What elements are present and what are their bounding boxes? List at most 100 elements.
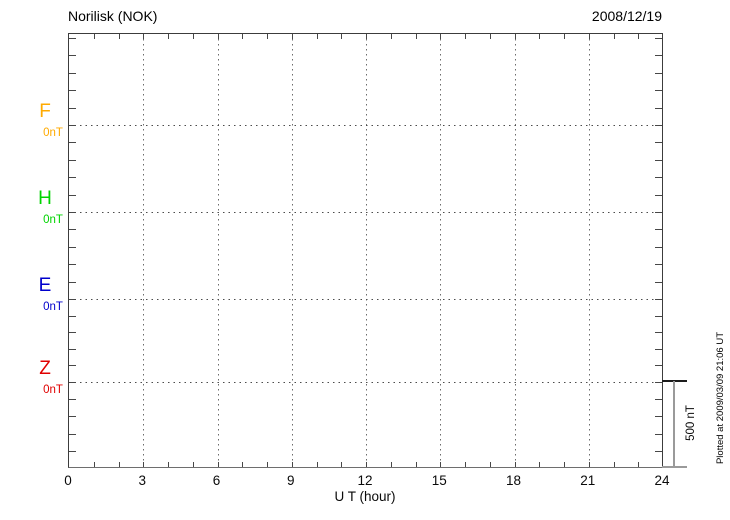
x-tick-label-0: 0 [64,473,72,488]
y-minor-tick-right [655,246,662,248]
scale-bar-line [673,381,675,467]
y-minor-tick-right [655,212,662,213]
baseline-Z [69,382,662,383]
channel-letter-Z: Z [39,358,51,379]
x-minor-tick-bottom [489,462,491,467]
y-minor-tick-right [655,194,662,196]
y-minor-tick-left [69,107,76,109]
y-minor-tick-right [655,90,662,92]
x-minor-tick-top [564,34,565,39]
y-minor-tick-right [655,281,662,283]
x-minor-tick-top [192,34,194,39]
x-minor-tick-top [613,34,615,39]
y-minor-tick-right [655,433,662,435]
x-minor-tick-top [539,34,541,39]
y-minor-tick-right [655,332,662,334]
y-minor-tick-left [69,194,76,196]
baseline-E [69,299,662,300]
x-tick-label-12: 12 [357,473,373,488]
y-minor-tick-left [69,246,76,248]
channel-letter-H: H [38,188,52,209]
y-minor-tick-left [69,332,76,334]
x-minor-tick-bottom [514,462,516,467]
y-minor-tick-left [69,177,76,179]
x-minor-tick-top [93,34,95,39]
y-minor-tick-left [69,399,76,401]
y-minor-tick-left [69,38,76,39]
x-minor-tick-bottom [143,462,145,467]
x-minor-tick-bottom [316,462,318,467]
y-minor-tick-right [655,107,662,109]
y-minor-tick-right [655,125,662,126]
x-minor-tick-bottom [564,462,565,467]
y-minor-tick-right [655,159,662,161]
date-label: 2008/12/19 [591,8,662,24]
y-minor-tick-right [655,365,662,367]
y-minor-tick-left [69,450,76,452]
page-title: Norilisk (NOK) [68,8,158,24]
plot-area [68,33,663,468]
x-minor-tick-bottom [366,462,367,467]
y-minor-tick-left [69,348,76,350]
x-minor-tick-top [415,34,417,39]
scale-bar-bottom-cap [662,466,687,468]
x-minor-tick-bottom [588,462,590,467]
x-minor-tick-bottom [242,462,244,467]
scale-bar-label: 500 nT [685,405,697,441]
y-minor-tick-right [655,38,662,39]
y-minor-tick-left [69,212,76,213]
y-minor-tick-right [655,264,662,266]
x-minor-tick-top [168,34,169,39]
y-minor-tick-right [655,382,662,383]
x-minor-tick-bottom [440,462,442,467]
x-minor-tick-bottom [539,462,541,467]
x-minor-tick-bottom [341,462,343,467]
plotted-at-note: Plotted at 2009/03/09 21:06 UT [715,331,726,465]
x-minor-tick-bottom [390,462,392,467]
x-minor-tick-top [267,34,268,39]
channel-offset-label-E: 0nT [43,301,63,313]
y-minor-tick-left [69,90,76,92]
y-minor-tick-left [69,416,76,418]
channel-offset-label-H: 0nT [43,214,63,226]
x-tick-label-24: 24 [654,473,670,488]
x-minor-tick-top [118,34,120,39]
x-tick-label-15: 15 [431,473,447,488]
y-minor-tick-left [69,55,76,57]
y-minor-tick-left [69,433,76,435]
x-minor-tick-bottom [118,462,120,467]
x-minor-tick-top [366,34,367,39]
x-minor-tick-bottom [291,462,293,467]
x-tick-label-3: 3 [138,473,146,488]
y-minor-tick-right [655,299,662,300]
y-minor-tick-left [69,142,76,144]
y-minor-tick-left [69,365,76,367]
x-minor-tick-top [291,34,293,39]
y-minor-tick-right [655,177,662,179]
x-tick-label-6: 6 [212,473,221,488]
channel-offset-label-Z: 0nT [43,384,63,396]
y-minor-tick-left [69,229,76,231]
y-minor-tick-right [655,450,662,452]
x-minor-tick-bottom [267,462,268,467]
y-minor-tick-right [655,348,662,350]
gridline-vertical-hour-21 [588,34,590,467]
x-minor-tick-bottom [415,462,417,467]
y-minor-tick-left [69,72,76,74]
x-minor-tick-top [242,34,244,39]
gridline-vertical-hour-12 [366,34,367,467]
x-minor-tick-top [390,34,392,39]
channel-letter-E: E [38,275,52,296]
y-minor-tick-right [655,416,662,418]
y-minor-tick-right [655,315,662,317]
x-minor-tick-bottom [168,462,169,467]
x-minor-tick-top [465,34,466,39]
y-minor-tick-left [69,159,76,161]
y-minor-tick-right [655,72,662,74]
channel-letter-F: F [39,101,51,122]
x-minor-tick-bottom [613,462,615,467]
x-minor-tick-top [514,34,516,39]
y-minor-tick-right [655,229,662,231]
x-minor-tick-top [638,34,640,39]
